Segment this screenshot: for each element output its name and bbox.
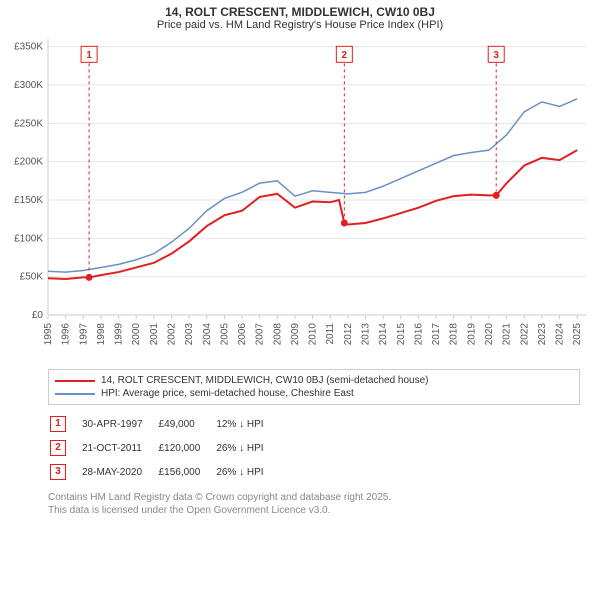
svg-text:2013: 2013	[361, 323, 372, 346]
svg-text:1: 1	[86, 50, 92, 61]
marker-delta: 26% ↓ HPI	[216, 461, 277, 483]
svg-text:2002: 2002	[166, 323, 177, 346]
svg-text:£300K: £300K	[14, 80, 43, 91]
svg-text:2021: 2021	[502, 323, 513, 346]
marker-row: 1 30-APR-1997£49,00012% ↓ HPI	[50, 413, 278, 435]
svg-text:2003: 2003	[184, 323, 195, 346]
chart-container: 14, ROLT CRESCENT, MIDDLEWICH, CW10 0BJ …	[0, 0, 600, 590]
legend-item: 14, ROLT CRESCENT, MIDDLEWICH, CW10 0BJ …	[55, 374, 573, 387]
legend-color-swatch	[55, 393, 95, 395]
svg-text:2001: 2001	[149, 323, 160, 346]
marker-badge: 1	[50, 416, 66, 432]
svg-text:1997: 1997	[78, 323, 89, 346]
svg-text:£150K: £150K	[14, 195, 43, 206]
marker-price: £49,000	[159, 413, 215, 435]
svg-text:2010: 2010	[308, 323, 319, 346]
marker-row: 2 21-OCT-2011£120,00026% ↓ HPI	[50, 437, 278, 459]
marker-price: £120,000	[159, 437, 215, 459]
svg-text:2012: 2012	[343, 323, 354, 346]
svg-text:2022: 2022	[519, 323, 530, 346]
marker-date: 30-APR-1997	[82, 413, 157, 435]
svg-text:£350K: £350K	[14, 42, 43, 53]
attribution: Contains HM Land Registry data © Crown c…	[48, 491, 580, 517]
chart-line	[48, 150, 577, 279]
price-chart: £0 £50K £100K £150K £200K £250K £300K £350K 1995…	[0, 35, 600, 365]
svg-text:2016: 2016	[413, 323, 424, 346]
svg-text:2023: 2023	[537, 323, 548, 346]
svg-text:1996: 1996	[61, 323, 72, 346]
svg-text:2017: 2017	[431, 323, 442, 346]
attribution-line: This data is licensed under the Open Gov…	[48, 504, 580, 517]
svg-text:2009: 2009	[290, 323, 301, 346]
svg-text:£200K: £200K	[14, 157, 43, 168]
marker-delta: 12% ↓ HPI	[216, 413, 277, 435]
svg-text:2018: 2018	[449, 323, 460, 346]
svg-text:2024: 2024	[555, 323, 566, 346]
attribution-line: Contains HM Land Registry data © Crown c…	[48, 491, 580, 504]
svg-text:2005: 2005	[219, 323, 230, 346]
svg-text:2020: 2020	[484, 323, 495, 346]
marker-table: 1 30-APR-1997£49,00012% ↓ HPI 2 21-OCT-2011…	[48, 411, 280, 485]
marker-delta: 26% ↓ HPI	[216, 437, 277, 459]
svg-text:2004: 2004	[202, 323, 213, 346]
svg-text:2025: 2025	[572, 323, 583, 346]
svg-text:2006: 2006	[237, 323, 248, 346]
legend: 14, ROLT CRESCENT, MIDDLEWICH, CW10 0BJ …	[48, 369, 580, 405]
svg-text:2015: 2015	[396, 323, 407, 346]
svg-text:£250K: £250K	[14, 118, 43, 129]
svg-text:2014: 2014	[378, 323, 389, 346]
svg-text:£100K: £100K	[14, 233, 43, 244]
marker-price: £156,000	[159, 461, 215, 483]
marker-badge: 3	[50, 464, 66, 480]
marker-badge: 2	[50, 440, 66, 456]
legend-label: HPI: Average price, semi-detached house,…	[101, 388, 354, 399]
legend-label: 14, ROLT CRESCENT, MIDDLEWICH, CW10 0BJ …	[101, 375, 429, 386]
svg-text:2019: 2019	[466, 323, 477, 346]
marker-date: 21-OCT-2011	[82, 437, 157, 459]
svg-text:2: 2	[342, 50, 348, 61]
legend-item: HPI: Average price, semi-detached house,…	[55, 387, 573, 400]
svg-text:2008: 2008	[272, 323, 283, 346]
svg-text:3: 3	[493, 50, 499, 61]
svg-text:1995: 1995	[43, 323, 54, 346]
marker-date: 28-MAY-2020	[82, 461, 157, 483]
svg-text:£50K: £50K	[20, 272, 44, 283]
svg-text:2007: 2007	[255, 323, 266, 346]
chart-title: 14, ROLT CRESCENT, MIDDLEWICH, CW10 0BJ	[0, 0, 600, 19]
svg-text:1999: 1999	[114, 323, 125, 346]
chart-subtitle: Price paid vs. HM Land Registry's House …	[0, 19, 600, 35]
svg-text:2011: 2011	[325, 323, 336, 345]
svg-text:2000: 2000	[131, 323, 142, 346]
svg-text:£0: £0	[32, 310, 44, 321]
chart-line	[48, 99, 577, 272]
svg-text:1998: 1998	[96, 323, 107, 346]
marker-row: 3 28-MAY-2020£156,00026% ↓ HPI	[50, 461, 278, 483]
legend-color-swatch	[55, 380, 95, 382]
